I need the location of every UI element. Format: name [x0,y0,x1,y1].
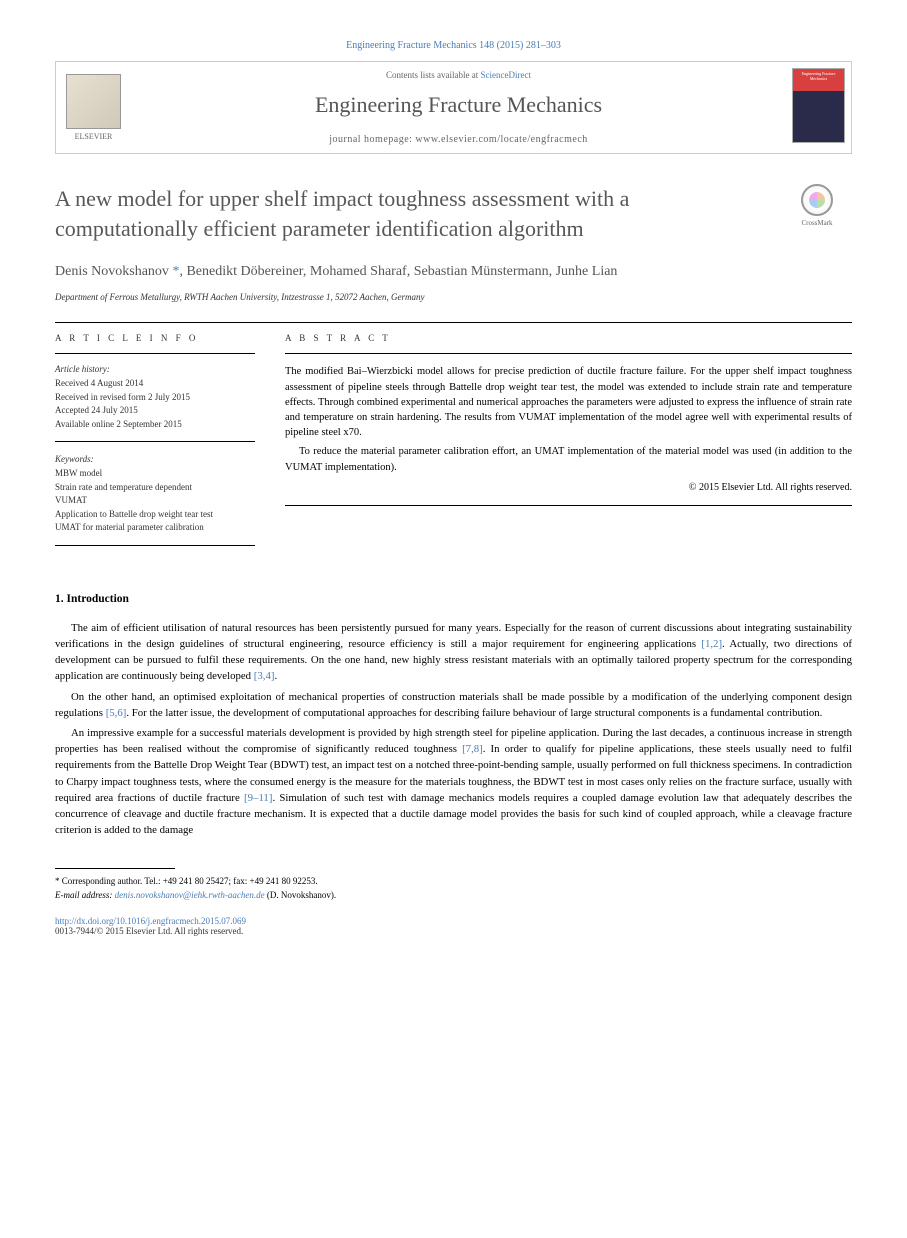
intro-p1: The aim of efficient utilisation of natu… [55,620,852,685]
introduction-body: The aim of efficient utilisation of natu… [55,620,852,838]
contents-line: Contents lists available at ScienceDirec… [139,70,778,80]
keywords-block: Keywords: MBW model Strain rate and temp… [55,454,255,546]
abstract-heading: A B S T R A C T [285,333,852,343]
journal-cover: Engineering Fracture Mechanics [786,62,851,153]
keyword: MBW model [55,467,255,481]
article-info-heading: A R T I C L E I N F O [55,333,255,343]
history-line: Received 4 August 2014 [55,377,255,391]
corresponding-marker: * [172,264,179,279]
info-abstract-row: A R T I C L E I N F O Article history: R… [55,333,852,558]
crossmark-icon [801,184,833,216]
affiliation: Department of Ferrous Metallurgy, RWTH A… [55,292,852,302]
email-link[interactable]: denis.novokshanov@iehk.rwth-aachen.de [115,890,265,900]
history-line: Accepted 24 July 2015 [55,404,255,418]
history-label: Article history: [55,364,255,374]
header-center: Contents lists available at ScienceDirec… [131,62,786,153]
citation-header: Engineering Fracture Mechanics 148 (2015… [55,40,852,51]
intro-p2: On the other hand, an optimised exploita… [55,689,852,721]
ref-link[interactable]: [1,2] [701,638,722,650]
abstract-divider-bottom [285,505,852,506]
cover-thumbnail: Engineering Fracture Mechanics [792,68,845,143]
publisher-logo-block: ELSEVIER [56,62,131,153]
divider-top [55,322,852,323]
ref-link[interactable]: [7,8] [462,743,483,755]
abstract-copyright: © 2015 Elsevier Ltd. All rights reserved… [285,481,852,496]
ref-link[interactable]: [3,4] [254,670,275,682]
publisher-name: ELSEVIER [75,132,113,141]
keyword: Strain rate and temperature dependent [55,481,255,495]
email-line: E-mail address: denis.novokshanov@iehk.r… [55,889,852,903]
cover-title: Engineering Fracture Mechanics [795,71,842,81]
abstract-column: A B S T R A C T The modified Bai–Wierzbi… [285,333,852,558]
history-line: Available online 2 September 2015 [55,418,255,432]
footnote-block: * Corresponding author. Tel.: +49 241 80… [55,875,852,902]
history-line: Received in revised form 2 July 2015 [55,391,255,405]
email-suffix: (D. Novokshanov). [265,890,337,900]
keyword: UMAT for material parameter calibration [55,521,255,535]
abstract-p1: The modified Bai–Wierzbicki model allows… [285,364,852,440]
email-label: E-mail address: [55,890,115,900]
article-page: Engineering Fracture Mechanics 148 (2015… [0,0,907,976]
abstract-divider [285,353,852,354]
history-block: Article history: Received 4 August 2014 … [55,364,255,442]
article-info-column: A R T I C L E I N F O Article history: R… [55,333,255,558]
doi-link[interactable]: http://dx.doi.org/10.1016/j.engfracmech.… [55,916,852,926]
homepage-url[interactable]: www.elsevier.com/locate/engfracmech [415,134,587,145]
journal-name: Engineering Fracture Mechanics [139,92,778,118]
author-list: Denis Novokshanov *, Benedikt Döbereiner… [55,261,852,282]
sciencedirect-link[interactable]: ScienceDirect [481,70,531,80]
keyword: Application to Battelle drop weight tear… [55,508,255,522]
keywords-label: Keywords: [55,454,255,464]
ref-link[interactable]: [5,6] [106,707,127,719]
abstract-p2: To reduce the material parameter calibra… [285,444,852,474]
footnote-separator [55,868,175,869]
abstract-text: The modified Bai–Wierzbicki model allows… [285,364,852,495]
issn-copyright: 0013-7944/© 2015 Elsevier Ltd. All right… [55,926,852,936]
journal-header-box: ELSEVIER Contents lists available at Sci… [55,61,852,154]
intro-p3: An impressive example for a successful m… [55,725,852,838]
ref-link[interactable]: [9–11] [244,792,272,804]
section-1-heading: 1. Introduction [55,593,852,605]
crossmark-badge[interactable]: CrossMark [782,184,852,227]
corresponding-author-note: * Corresponding author. Tel.: +49 241 80… [55,875,852,889]
crossmark-label: CrossMark [782,219,852,227]
info-divider-1 [55,353,255,354]
authors-text: Denis Novokshanov *, Benedikt Döbereiner… [55,264,617,279]
homepage-line: journal homepage: www.elsevier.com/locat… [139,134,778,145]
keyword: VUMAT [55,494,255,508]
contents-prefix: Contents lists available at [386,70,480,80]
title-row: A new model for upper shelf impact tough… [55,184,852,243]
homepage-prefix: journal homepage: [329,134,415,145]
elsevier-tree-icon [66,74,121,129]
article-title: A new model for upper shelf impact tough… [55,184,767,243]
